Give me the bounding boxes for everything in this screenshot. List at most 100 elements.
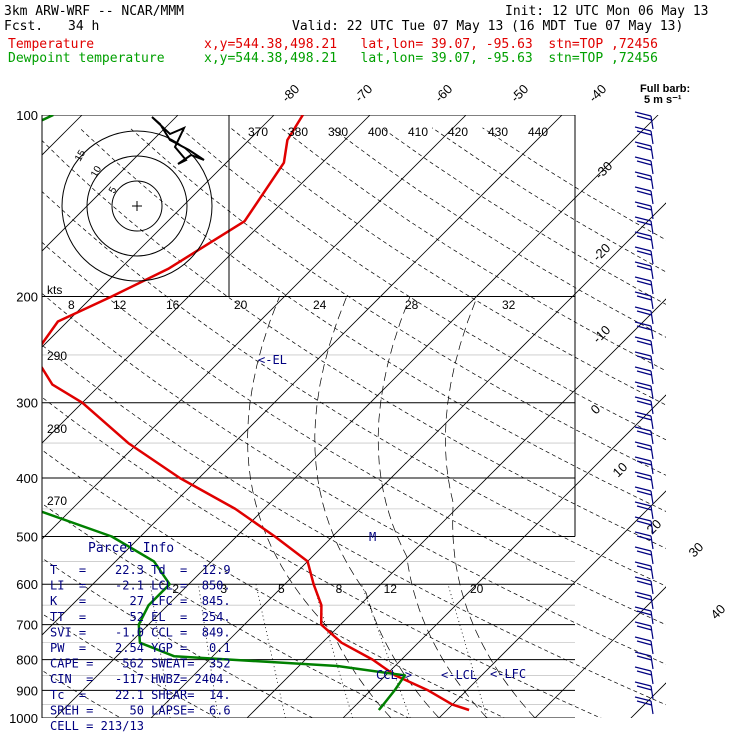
hodograph-trace — [151, 116, 205, 165]
pressure-tick-label: 600 — [16, 577, 38, 592]
wind-barb-flag — [634, 606, 652, 612]
wind-barb-flag — [636, 475, 652, 481]
wind-barb — [634, 321, 654, 340]
isotherm-side-label: 10 — [610, 459, 631, 480]
init-time: Init: 12 UTC Mon 06 May 13 — [505, 4, 709, 19]
hodograph-ring — [111, 180, 163, 232]
wind-barb-flag — [636, 640, 652, 646]
lfc-marker: <-LFC — [490, 667, 526, 681]
wind-barb-flag — [634, 231, 652, 237]
wind-barb-flag — [636, 490, 652, 496]
wind-barb-flag — [634, 456, 652, 462]
wind-barb-staff — [650, 205, 654, 220]
wind-barb-staff — [650, 280, 654, 295]
pressure-tick-label: 100 — [16, 108, 38, 123]
moist-adiabat-line — [314, 296, 440, 718]
parcel-info-row: SVI = -1.0 CCL = 849. — [50, 625, 231, 639]
lcl-marker: <-LCL — [441, 668, 477, 682]
wind-barb-flag — [636, 175, 652, 181]
wind-barb — [634, 261, 654, 280]
wind-barb-staff — [650, 355, 654, 370]
wind-barb-staff — [650, 610, 654, 625]
hodograph-speed-label: 20 — [234, 298, 248, 312]
dry-adiabat-line — [42, 557, 314, 718]
wind-barb-flag — [634, 351, 652, 357]
wind-barb-flag — [636, 595, 652, 601]
wind-barb-staff — [650, 295, 654, 310]
hodograph-speed-label: 24 — [313, 298, 327, 312]
hodograph-ring — [61, 130, 213, 282]
dry-adiabat-line — [42, 292, 666, 665]
parcel-info-row: T = 22.3 Td = 12.9 — [50, 563, 231, 577]
wind-barb — [634, 291, 654, 310]
dry-adiabat-line — [42, 670, 122, 718]
wind-barb-flag — [636, 205, 652, 211]
el-marker: <-EL — [258, 353, 287, 367]
wind-barb-title: Full barb: — [640, 83, 690, 95]
mixing-ratio-label: 5 — [278, 582, 285, 596]
wind-barb — [634, 171, 654, 190]
pressure-tick-label: 900 — [16, 683, 38, 698]
theta-label: 440 — [528, 125, 548, 139]
wind-barb-flag — [636, 610, 652, 616]
mixing-ratio-label: 20 — [470, 582, 484, 596]
parcel-info-row: Tc = 22.1 SHEAR= 14. — [50, 688, 231, 702]
wind-barb-flag — [634, 396, 652, 402]
wind-barb — [634, 231, 654, 250]
wind-barb — [634, 411, 654, 430]
wind-barb — [634, 276, 654, 295]
wind-barb-flag — [634, 246, 652, 252]
wind-barb-flag — [636, 145, 652, 151]
wind-barb-staff — [650, 430, 654, 445]
wind-barb-flag — [636, 265, 652, 271]
isotherm-line — [42, 115, 371, 444]
wind-barb-staff — [650, 325, 654, 340]
wind-barb-flag — [634, 306, 652, 312]
hodograph-speed-label: 28 — [405, 298, 419, 312]
mixing-ratio-line — [255, 584, 286, 718]
wind-barb-flag — [636, 295, 652, 301]
wind-barb-flag — [636, 535, 652, 541]
wind-barb — [634, 141, 654, 160]
isotherm-line — [714, 102, 740, 731]
moist-adiabat-line — [247, 296, 392, 718]
isotherm-side-label: -30 — [592, 158, 616, 182]
wind-barb-staff — [650, 460, 654, 475]
isotherm-top-label: -40 — [586, 81, 610, 105]
parcel-info-row: TT = 52 EL = 254. — [50, 610, 231, 624]
wind-barb-staff — [650, 580, 654, 595]
wind-barb — [634, 471, 654, 490]
wind-barb-staff — [650, 655, 654, 670]
isotherm-top-label: -60 — [432, 81, 456, 105]
parcel-info-row: CAPE = 562 SWEAT= 352 — [50, 657, 231, 671]
theta-label: 370 — [248, 125, 268, 139]
wind-barb-flag — [634, 171, 652, 177]
wind-barb-flag — [636, 235, 652, 241]
wind-barb-staff — [650, 505, 654, 520]
wind-barb-flag — [634, 426, 652, 432]
wind-barb — [634, 516, 654, 535]
wind-barb-flag — [634, 636, 652, 642]
wind-barb-staff — [650, 145, 654, 160]
wind-barb-flag — [636, 445, 652, 451]
wind-barb-staff — [650, 115, 654, 130]
wind-barb — [634, 591, 654, 610]
wind-barb-staff — [650, 445, 654, 460]
wind-barb-flag — [634, 411, 652, 417]
wind-barb-flag — [634, 561, 652, 567]
wind-barb — [634, 351, 654, 370]
wind-barb — [634, 126, 654, 145]
wind-barb-flag — [634, 666, 652, 672]
dry-adiabat-line — [0, 128, 46, 731]
wind-barb-flag — [636, 625, 652, 631]
wind-barb — [634, 576, 654, 595]
wind-barb-flag — [634, 441, 652, 447]
wind-barb-flag — [634, 276, 652, 282]
pressure-tick-label: 400 — [16, 471, 38, 486]
wind-barb — [634, 441, 654, 460]
wind-barb-flag — [634, 501, 652, 507]
isotherm-side-label: 30 — [686, 539, 707, 560]
wind-barb — [634, 426, 654, 445]
wind-barb-staff — [650, 400, 654, 415]
